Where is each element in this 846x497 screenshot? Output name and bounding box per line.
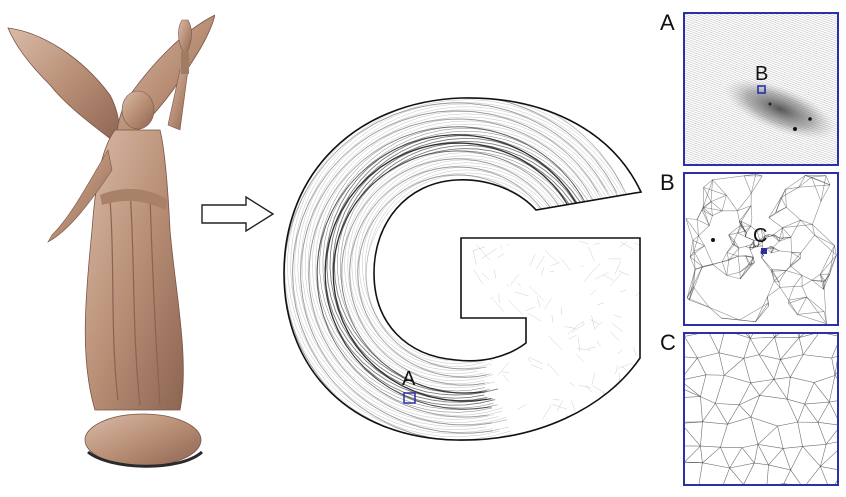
- transform-arrow: [200, 196, 276, 232]
- marker-b-label: B: [755, 63, 768, 85]
- marker-a-label: A: [402, 368, 416, 390]
- statue-figure: [0, 0, 215, 492]
- inset-c-mesh: [685, 334, 837, 484]
- marker-c-label: C: [753, 225, 767, 247]
- marker-c-box: [761, 248, 767, 254]
- statue-icon: [0, 0, 215, 492]
- right-arrow-icon: [200, 196, 276, 232]
- inset-b: C: [683, 172, 839, 326]
- inset-c-label: C: [660, 332, 676, 354]
- inset-c: [683, 332, 839, 486]
- g-parameterization: A: [276, 88, 646, 450]
- inset-a: B: [683, 12, 839, 166]
- inset-a-label: A: [660, 12, 675, 34]
- inset-b-label: B: [660, 172, 675, 194]
